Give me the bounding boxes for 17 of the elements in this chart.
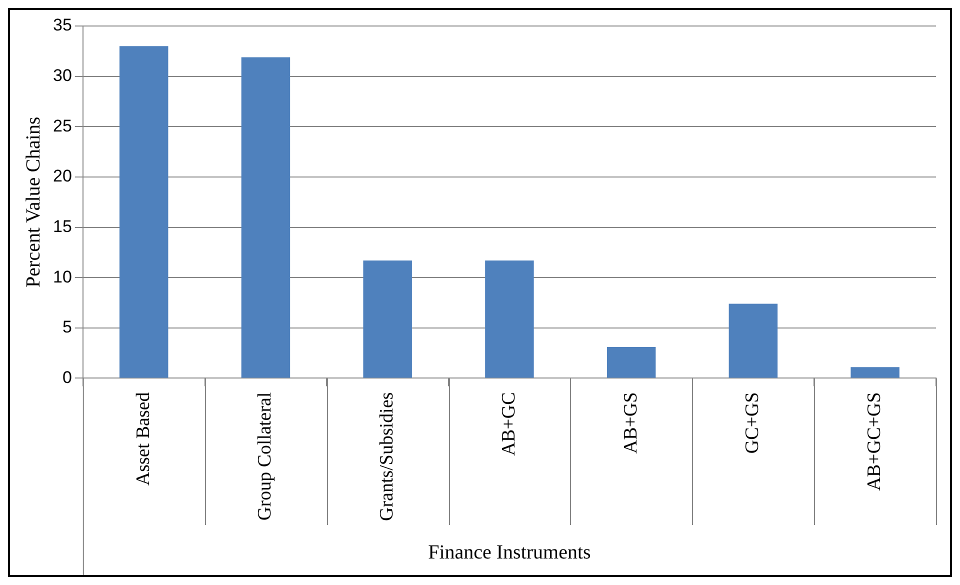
x-tick-label: AB+GS <box>620 392 642 454</box>
x-tick-label: Group Collateral <box>254 392 276 520</box>
x-tick-label: AB+GC <box>498 392 520 456</box>
x-tick-label: GC+GS <box>742 392 764 454</box>
y-tick-label: 10 <box>52 267 72 286</box>
x-tick-label: Asset Based <box>132 392 154 486</box>
y-axis-title: Percent Value Chains <box>22 116 44 288</box>
y-tick-label: 0 <box>62 368 72 387</box>
x-tick-label: AB+GC+GS <box>864 392 886 491</box>
y-tick-label: 5 <box>62 318 72 337</box>
y-tick-label: 15 <box>52 216 72 236</box>
x-tick-label: Grants/Subsidies <box>376 392 398 521</box>
x-axis-title: Finance Instruments <box>428 541 592 564</box>
y-tick-label: 30 <box>52 66 72 86</box>
y-tick-label: 20 <box>52 166 72 186</box>
y-tick-label: 35 <box>52 16 72 35</box>
y-tick-label: 25 <box>52 116 72 136</box>
